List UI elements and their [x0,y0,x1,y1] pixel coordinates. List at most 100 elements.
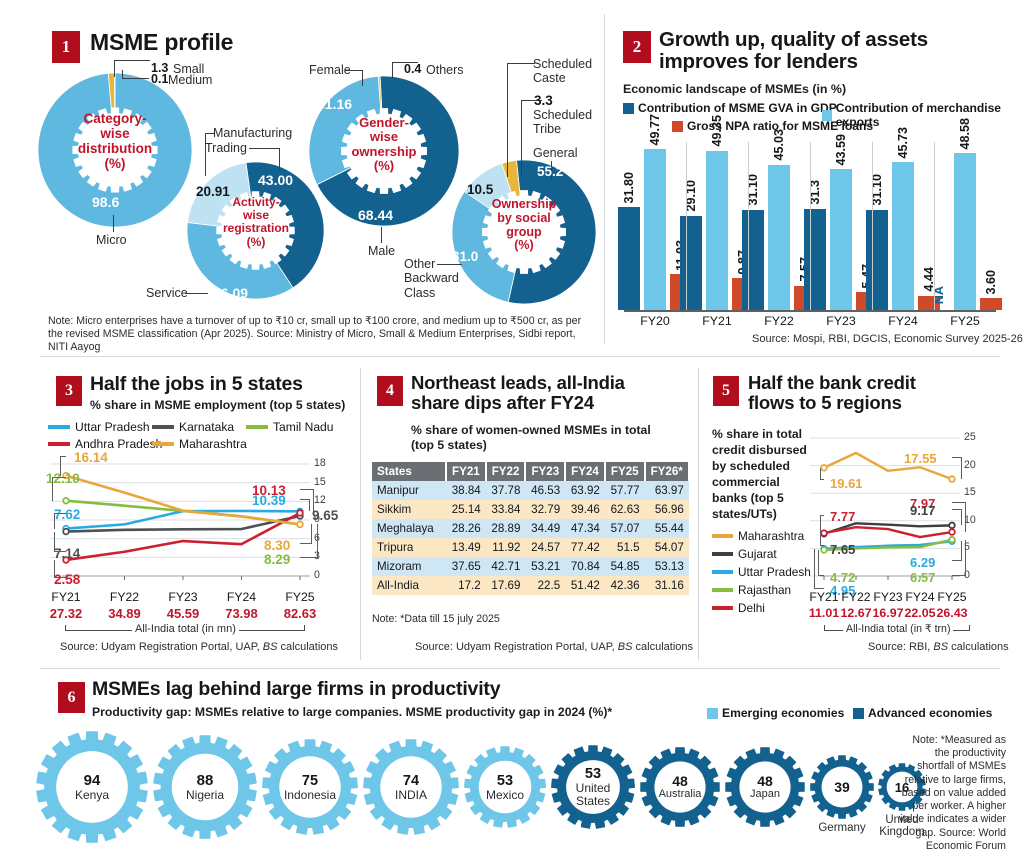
lc3-svg [50,463,310,580]
table-cell-value: 17.2 [446,576,486,595]
table-head: States FY21 FY22 FY23 FY24 FY25 FY26* [372,462,690,481]
table-cell-state: Manipur [372,481,446,500]
table-cell-value: 13.49 [446,538,486,557]
value-connector [52,476,66,501]
value-label-delhi-last: 7.97 [910,496,936,511]
bar-value-fy25-series-3: 3.60 [984,269,998,295]
table-cell-value: 47.34 [565,519,605,538]
panel-2-source: Source: Mospi, RBI, DGCIS, Economic Surv… [752,333,1023,345]
marker-andhra-pradesh [296,509,304,517]
value-label-delhi-first: 7.77 [830,509,856,525]
value-connector [54,559,66,578]
gear-inner: 48 Australia [640,747,720,827]
gear-shape [153,735,257,839]
panel-5-xticks: FY21 FY22 FY23 FY24 FY25 [808,590,986,606]
leader-obc [437,264,462,265]
legend-gva: Contribution of MSME GVA in GDP [623,101,837,115]
xtick-fy22: FY22 [764,314,794,328]
panel-5-vlabels: 19.61 7.77 7.65 4.72 4.95 17.55 7.97 9.17 6.29 6.… [808,430,986,598]
xtick-fy24: FY24 [905,590,935,604]
marker-delhi [948,528,956,536]
leader-small-v [114,60,115,77]
bar-group-separator [934,142,935,310]
gear-shape [464,746,546,828]
lc5-svg [810,437,960,580]
legend-swatch [712,570,733,574]
gear-shape [262,739,358,835]
gear-country-line: United [575,781,611,796]
donut-gender-wise [308,75,460,227]
gear-country: Nigeria [186,789,224,802]
bar-fy23-series-2 [830,169,852,310]
bar-group-separator [810,142,811,310]
table-cell-value: 25.14 [446,500,486,519]
xtick-fy23: FY23 [826,314,856,328]
table-body: Manipur 38.84 37.78 46.53 63.92 57.77 63.97 Sik… [372,481,689,595]
panel-6-number: 6 [67,688,76,706]
table-cell-value: 57.07 [604,519,645,538]
panel-4-badge: 4 [377,376,403,406]
value-connector [300,524,312,545]
table-header-row: States FY21 FY22 FY23 FY24 FY25 FY26* [372,462,690,481]
gear-country-line: Indonesia [283,787,337,802]
table-cell-value: 28.26 [446,519,486,538]
leader-others-v [392,62,393,78]
donut-value-female: 31.16 [317,96,353,112]
bar-value-fy20-series-1: 31.80 [622,171,636,204]
panel-1-number: 1 [61,37,71,56]
bar-group-separator [686,142,687,310]
donut-social-group-hub: Ownership by social group (%) [491,197,557,253]
table-cell-value: 37.65 [446,557,486,576]
gear-mexico: 53 Mexico [464,746,546,828]
panel-6-note: Note: *Measured as the productivity shor… [898,734,1006,852]
table-cell-value: 62.63 [604,500,645,519]
table-cell-value: 77.42 [565,538,605,557]
donut-activity-wise-svg [186,161,325,300]
panel-5-subtitle-line: banks (top 5 [712,491,784,506]
line-rajasthan [822,538,954,552]
legend-label: Tamil Nadu [273,420,334,434]
bar-fy22-series-2 [768,164,790,310]
panel-3-title: Half the jobs in 5 states [90,373,303,395]
table-cell-value: 38.84 [446,481,486,500]
gear-germany: Germany 39 [810,755,874,834]
donut-value-general: 55.2 [537,164,564,179]
gear-country-line: Nigeria [185,788,224,803]
gear-value: 88 [196,772,214,790]
legend-swatch [712,588,733,592]
table-cell-value: 51.42 [565,576,605,595]
panel-5-subtitle-line: % share in total [712,427,803,441]
value-label-rajasthan-first: 4.72 [830,569,856,585]
legend-uttar-pradesh: Uttar Pradesh [712,565,811,579]
ytick-9: 9 [314,513,320,525]
panel-3-vlabels: 16.14 12.10 7.62 7.14 2.58 10.13 10.39 9.65 8.30… [46,450,348,588]
marker-andhra-pradesh [62,556,70,564]
legend-label: Rajasthan [738,583,792,597]
table-cell-value: 37.78 [485,481,526,500]
value-label-maharashtra-first: 16.14 [74,449,108,465]
gear-nigeria: 88 Nigeria [153,735,257,839]
value-connector [54,512,66,529]
gear-country-line: Germany [818,822,866,834]
line-karnataka [64,514,302,533]
table-col-fy23: FY23 [525,462,567,481]
gear-value: 75 [301,772,319,789]
value-connector [952,541,962,562]
panel-5-line-chart [808,430,986,588]
legend-label: Uttar Pradesh [738,565,811,579]
legend-label-advanced: Advanced economies [868,706,993,720]
ytick-5: 5 [964,541,970,554]
leader-general-v [551,161,552,179]
gear-country-line: States [575,794,611,808]
legend-delhi: Delhi [712,601,765,615]
panel-5-total-label: All-India total (in ₹ trn) [843,623,954,635]
donut-label-male: Male [368,244,396,258]
donut-value-trading: 43.00 [258,172,294,188]
legend-emerging: Emerging economies [707,706,844,720]
gear-shape [36,731,148,843]
panel-3-line-chart [48,456,348,588]
legend-swatch-exports [822,109,832,121]
gear-country-line: INDIA [394,787,427,802]
gear-shape [551,745,635,829]
divider-vertical-mid-1 [360,368,361,660]
